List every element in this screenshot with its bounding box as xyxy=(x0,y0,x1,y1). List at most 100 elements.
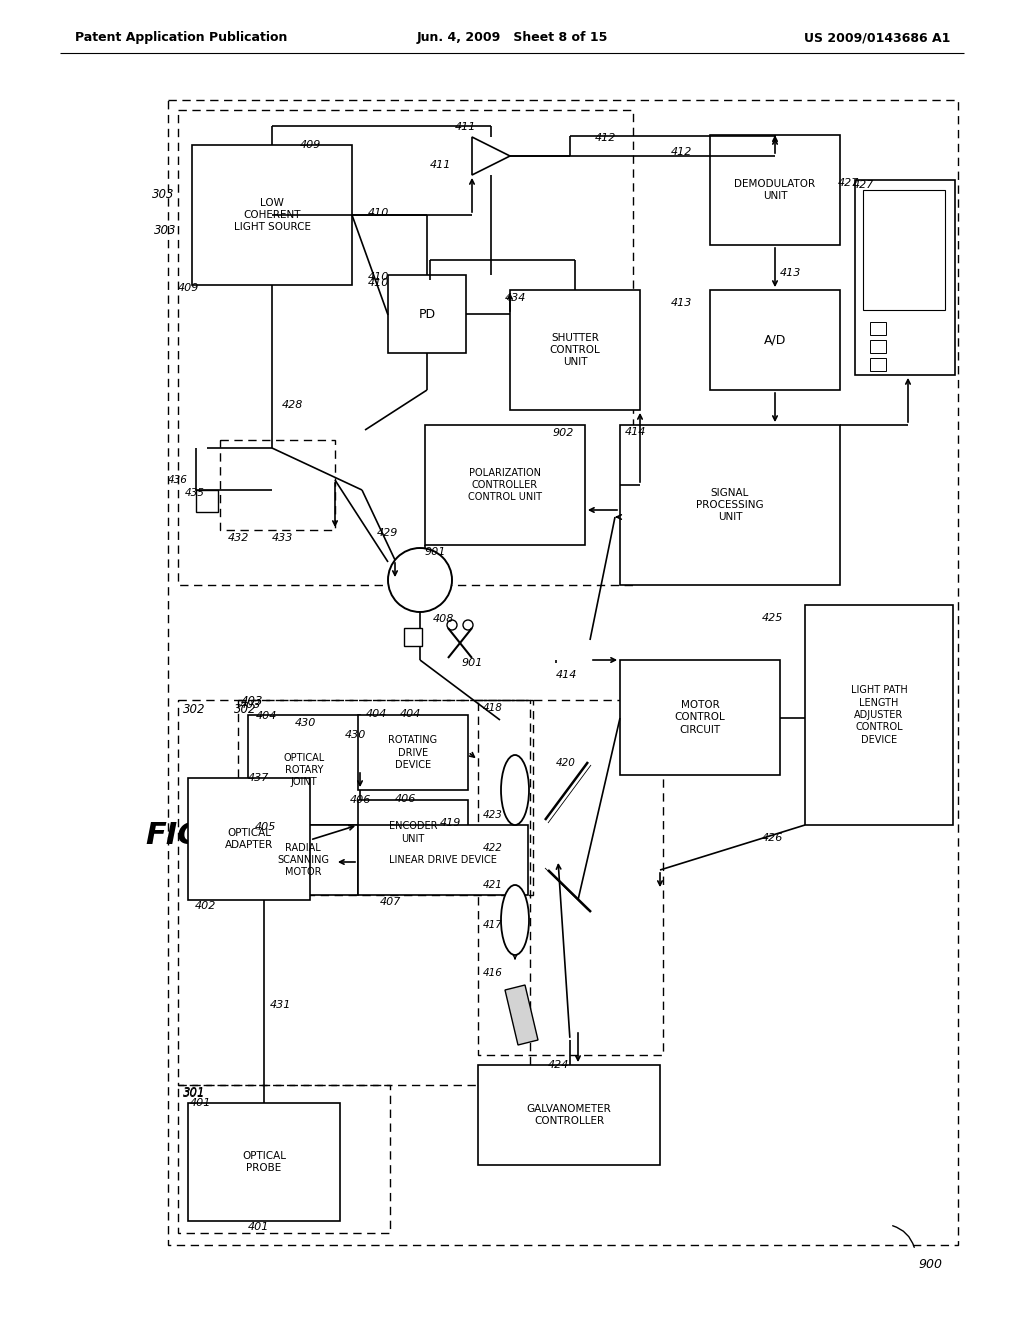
Bar xyxy=(478,700,663,1055)
Bar xyxy=(510,290,640,411)
Text: 411: 411 xyxy=(430,160,452,170)
Bar xyxy=(710,135,840,246)
Text: 410: 410 xyxy=(368,272,389,282)
Bar xyxy=(193,145,352,285)
Text: MOTOR
CONTROL
CIRCUIT: MOTOR CONTROL CIRCUIT xyxy=(675,700,725,735)
Text: 406: 406 xyxy=(350,795,372,805)
Bar xyxy=(168,100,958,1245)
Text: 405: 405 xyxy=(255,822,276,832)
Text: 424: 424 xyxy=(548,1060,569,1071)
Text: 423: 423 xyxy=(483,810,503,820)
Text: 412: 412 xyxy=(671,147,692,157)
Text: 408: 408 xyxy=(433,614,455,624)
Text: 401: 401 xyxy=(248,1222,269,1232)
Ellipse shape xyxy=(501,884,529,954)
Text: OPTICAL
ADAPTER: OPTICAL ADAPTER xyxy=(225,828,273,850)
Bar xyxy=(248,825,358,895)
Text: 302: 302 xyxy=(183,704,206,715)
Text: 426: 426 xyxy=(762,833,783,843)
Text: 302: 302 xyxy=(234,704,256,715)
Text: PD: PD xyxy=(419,308,435,321)
Text: ROTATING
DRIVE
DEVICE: ROTATING DRIVE DEVICE xyxy=(388,735,437,770)
Text: Jun. 4, 2009   Sheet 8 of 15: Jun. 4, 2009 Sheet 8 of 15 xyxy=(417,32,607,45)
Bar xyxy=(358,825,528,895)
Bar xyxy=(620,660,780,775)
Text: 901: 901 xyxy=(425,546,446,557)
Text: OPTICAL
PROBE: OPTICAL PROBE xyxy=(242,1151,286,1173)
Bar xyxy=(358,715,468,789)
Text: 428: 428 xyxy=(282,400,303,411)
Text: 422: 422 xyxy=(483,843,503,853)
Bar xyxy=(425,425,585,545)
Text: 420: 420 xyxy=(556,758,575,768)
Text: 434: 434 xyxy=(505,293,526,304)
Text: FIG.9: FIG.9 xyxy=(145,821,236,850)
Bar xyxy=(358,800,468,865)
Text: 410: 410 xyxy=(368,279,389,288)
Bar xyxy=(178,700,530,1085)
Text: 407: 407 xyxy=(380,898,401,907)
Text: Patent Application Publication: Patent Application Publication xyxy=(75,32,288,45)
Bar xyxy=(220,440,335,531)
Text: 404: 404 xyxy=(256,711,278,721)
Bar xyxy=(238,700,534,895)
Text: LOW
COHERENT
LIGHT SOURCE: LOW COHERENT LIGHT SOURCE xyxy=(233,198,310,232)
Text: 401: 401 xyxy=(190,1098,211,1107)
Polygon shape xyxy=(505,985,538,1045)
Text: 303: 303 xyxy=(152,189,174,202)
Text: 435: 435 xyxy=(185,488,205,498)
Bar xyxy=(870,322,886,335)
Circle shape xyxy=(388,548,452,612)
Text: 409: 409 xyxy=(178,282,200,293)
Bar xyxy=(620,425,840,585)
Text: 413: 413 xyxy=(780,268,802,279)
Text: 418: 418 xyxy=(483,704,503,713)
Text: 900: 900 xyxy=(918,1258,942,1271)
Bar xyxy=(188,777,310,900)
Text: GALVANOMETER
CONTROLLER: GALVANOMETER CONTROLLER xyxy=(526,1104,611,1126)
Text: 403: 403 xyxy=(241,696,263,708)
Text: LIGHT PATH
LENGTH
ADJUSTER
CONTROL
DEVICE: LIGHT PATH LENGTH ADJUSTER CONTROL DEVIC… xyxy=(851,685,907,744)
Bar xyxy=(870,341,886,352)
Text: 410: 410 xyxy=(368,209,389,218)
Text: 436: 436 xyxy=(168,475,187,484)
Text: 430: 430 xyxy=(345,730,367,741)
Text: LINEAR DRIVE DEVICE: LINEAR DRIVE DEVICE xyxy=(389,855,497,865)
Bar xyxy=(404,628,422,645)
Text: 427: 427 xyxy=(838,178,859,187)
Text: US 2009/0143686 A1: US 2009/0143686 A1 xyxy=(804,32,950,45)
Text: 404: 404 xyxy=(400,709,421,719)
Text: 901: 901 xyxy=(462,657,483,668)
Text: 301: 301 xyxy=(183,1086,206,1100)
Bar xyxy=(188,1104,340,1221)
Text: 414: 414 xyxy=(625,426,646,437)
Text: 432: 432 xyxy=(228,533,250,543)
Text: ENCODER
UNIT: ENCODER UNIT xyxy=(389,821,437,843)
Text: 416: 416 xyxy=(483,968,503,978)
Text: 431: 431 xyxy=(270,1001,292,1010)
Text: POLARIZATION
CONTROLLER
CONTROL UNIT: POLARIZATION CONTROLLER CONTROL UNIT xyxy=(468,467,542,503)
Text: 421: 421 xyxy=(483,880,503,890)
Bar xyxy=(248,715,360,825)
Text: 414: 414 xyxy=(556,671,578,680)
Text: OPTICAL
ROTARY
JOINT: OPTICAL ROTARY JOINT xyxy=(284,752,325,788)
Text: 412: 412 xyxy=(595,133,616,143)
Text: 902: 902 xyxy=(553,428,574,438)
Text: 404: 404 xyxy=(366,709,387,719)
Text: 413: 413 xyxy=(671,298,692,308)
Bar xyxy=(388,275,466,352)
Text: 403: 403 xyxy=(240,700,261,710)
Text: 406: 406 xyxy=(395,795,417,804)
Text: 433: 433 xyxy=(272,533,293,543)
Text: 429: 429 xyxy=(377,528,398,539)
Text: 419: 419 xyxy=(440,818,462,828)
Text: SHUTTER
CONTROL
UNIT: SHUTTER CONTROL UNIT xyxy=(550,333,600,367)
Bar xyxy=(805,605,953,825)
Text: 437: 437 xyxy=(248,774,269,783)
Ellipse shape xyxy=(501,755,529,825)
Text: 402: 402 xyxy=(195,902,216,911)
Text: 301: 301 xyxy=(183,1086,206,1100)
Bar xyxy=(178,1085,390,1233)
Text: 417: 417 xyxy=(483,920,503,931)
Bar xyxy=(855,180,955,375)
